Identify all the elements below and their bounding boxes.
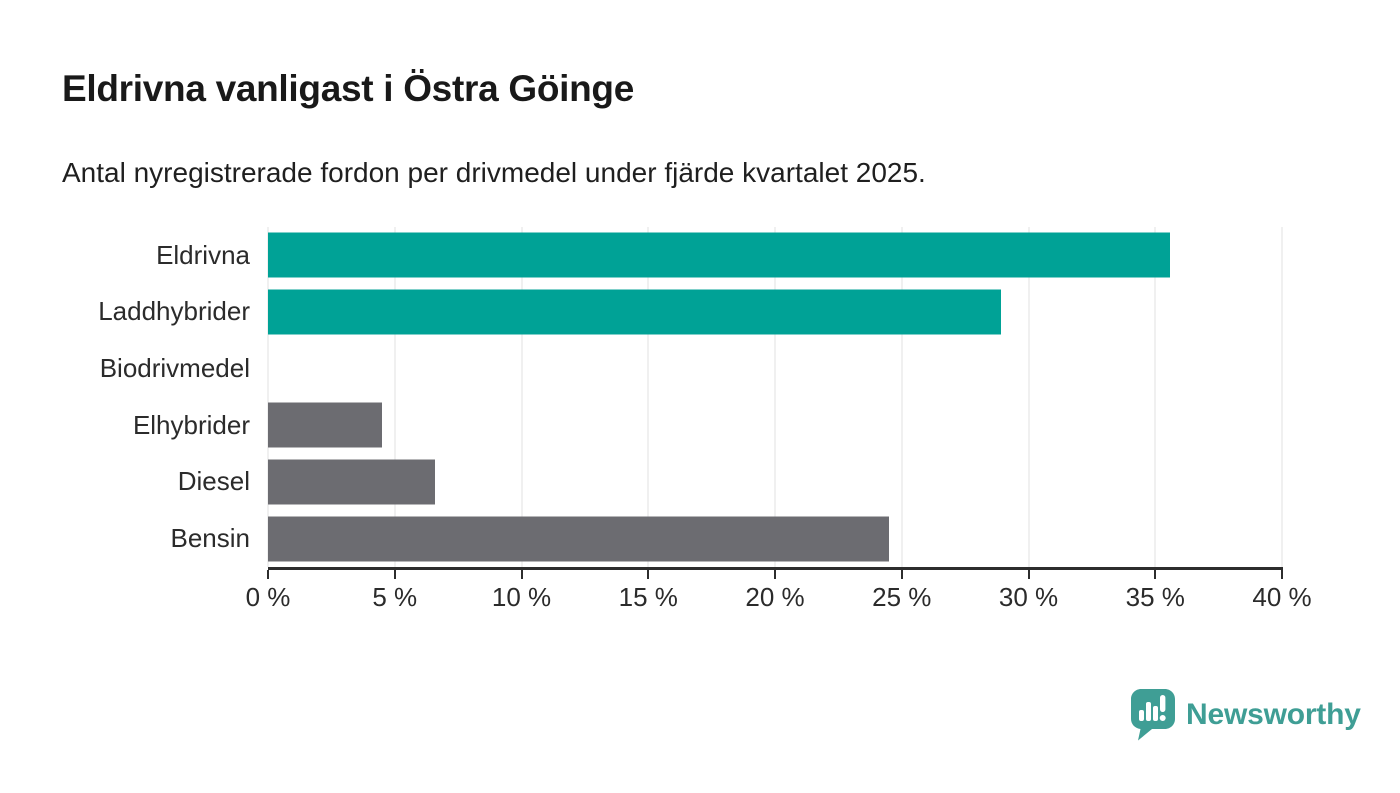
axis-tick <box>774 570 776 579</box>
gridline <box>1281 227 1283 567</box>
gridline <box>774 227 776 567</box>
axis-tick-label: 10 % <box>491 582 552 612</box>
bar-row <box>268 284 1282 341</box>
axis-tick <box>267 570 269 579</box>
bar-row <box>268 340 1282 397</box>
bar-row <box>268 397 1282 454</box>
logo-bar-small <box>1139 710 1144 721</box>
gridline <box>267 227 269 567</box>
gridline <box>1028 227 1029 567</box>
axis-tick <box>1281 570 1283 579</box>
gridline <box>1154 227 1156 567</box>
axis-tick <box>393 570 396 579</box>
category-label: Bensin <box>170 523 251 554</box>
category-labels: Eldrivna Laddhybrider Biodrivmedel Elhybrid… <box>0 227 250 567</box>
category-label: Biodrivmedel <box>99 353 250 384</box>
chart-title: Eldrivna vanligast i Östra Göinge <box>62 68 634 109</box>
bar-elhybrider <box>268 402 383 448</box>
axis-tick-label: 35 % <box>1125 582 1185 612</box>
bar-row <box>268 510 1282 567</box>
gridline <box>647 227 649 567</box>
category-label: Laddhybrider <box>98 296 250 327</box>
bar-diesel <box>268 459 436 505</box>
axis-tick <box>520 570 523 579</box>
logo-bar-mid <box>1153 706 1158 721</box>
axis-tick <box>1027 570 1030 579</box>
axis-tick <box>1154 570 1157 579</box>
axis-tick-label: 40 % <box>1252 582 1312 612</box>
bar-row <box>268 454 1282 511</box>
logo-bar-tall <box>1146 702 1151 721</box>
gridline <box>521 227 522 567</box>
brand-footer: Newsworthy <box>1131 688 1361 742</box>
logo-exclamation-dot <box>1159 715 1166 721</box>
gridline <box>394 227 396 567</box>
axis-tick-label: 15 % <box>618 582 678 612</box>
axis-tick-label: 20 % <box>745 582 805 612</box>
logo-exclamation-stem <box>1160 695 1166 712</box>
axis-tick-label: 0 % <box>245 582 291 612</box>
axis-tick-label: 5 % <box>372 582 418 612</box>
brand-name: Newsworthy <box>1186 698 1361 731</box>
category-label: Diesel <box>177 466 250 497</box>
x-axis-line <box>268 567 1283 570</box>
axis-tick <box>900 570 903 579</box>
axis-tick <box>647 570 650 579</box>
axis-tick-label: 25 % <box>872 582 932 612</box>
bar-bensin <box>268 516 890 562</box>
newsworthy-logo-icon <box>1131 689 1175 741</box>
chart-subtitle: Antal nyregistrerade fordon per drivmede… <box>62 157 926 188</box>
axis-tick-label: 30 % <box>998 582 1059 612</box>
gridlines-layer <box>267 227 1283 567</box>
plot-area <box>267 227 1283 567</box>
category-label: Eldrivna <box>156 239 250 270</box>
category-label: Elhybrider <box>132 409 250 440</box>
x-axis: 0 % 5 % 10 % 15 % 20 % 25 % 30 % 35 % 40 % <box>246 570 1312 625</box>
bar-laddhybrider <box>268 289 1001 335</box>
bar-eldrivna <box>268 232 1171 278</box>
gridline <box>901 227 903 567</box>
bar-row <box>268 227 1282 284</box>
bars-layer <box>268 227 1282 567</box>
